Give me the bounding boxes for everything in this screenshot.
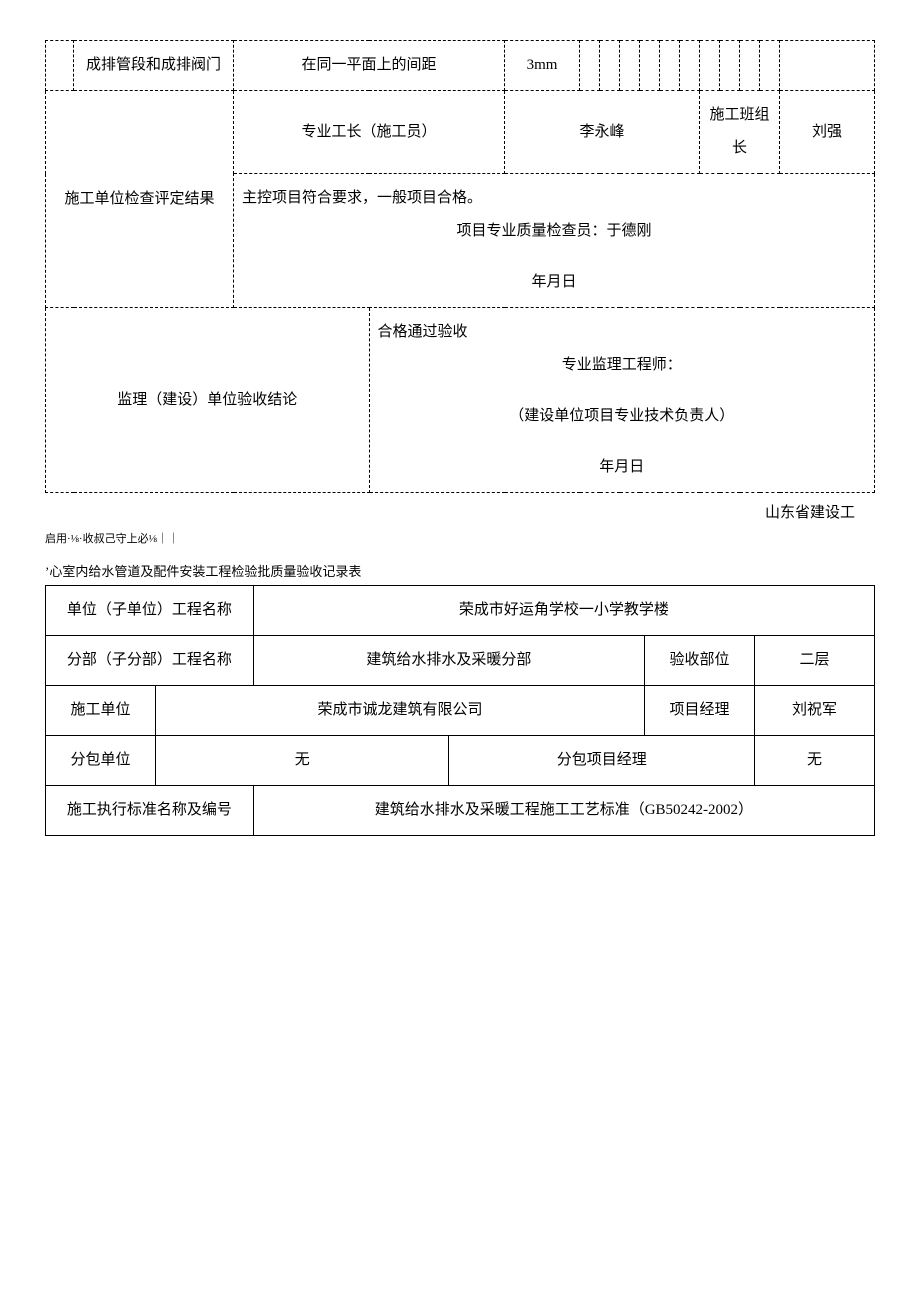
cell-unit-project-label: 单位（子单位）工程名称 [46, 586, 254, 636]
doc-title: ’心室内给水管道及配件安装工程检验批质量验收记录表 [45, 561, 875, 580]
cell-team-leader-name: 刘强 [780, 91, 875, 174]
cell-construction-unit-value: 荣成市诚龙建筑有限公司 [156, 686, 645, 736]
inspection-table-1: 成排管段和成排阀门 在同一平面上的间距 3mm 施工单位检查评定结果 专业工长（… [45, 40, 875, 493]
cell-unit-project-value: 荣成市好运角学校一小学教学楼 [253, 586, 874, 636]
cell-tick-10 [760, 41, 780, 91]
cell-foreman-name: 李永峰 [505, 91, 700, 174]
cell-tick-1 [580, 41, 600, 91]
table1-row1: 成排管段和成排阀门 在同一平面上的间距 3mm [46, 41, 875, 91]
sup-line1: 合格通过验收 [374, 316, 871, 349]
cell-pm-value: 刘祝军 [755, 686, 875, 736]
table2-row5: 施工执行标准名称及编号 建筑给水排水及采暖工程施工工艺标准（GB50242-20… [46, 786, 875, 836]
cell-tick-6 [680, 41, 700, 91]
sup-line4: 年月日 [374, 451, 871, 484]
cell-accept-part-label: 验收部位 [645, 636, 755, 686]
note-line3: 年月日 [238, 266, 870, 299]
cell-supervision-label: 监理（建设）单位验收结论 [46, 308, 370, 493]
cell-construction-unit-label: 施工单位 [46, 686, 156, 736]
table2-row4: 分包单位 无 分包项目经理 无 [46, 736, 875, 786]
cell-inspection-note: 主控项目符合要求，一般项目合格。 项目专业质量检查员：于德刚 年月日 [234, 174, 875, 308]
table2-row2: 分部（子分部）工程名称 建筑给水排水及采暖分部 验收部位 二层 [46, 636, 875, 686]
cell-tick-9 [740, 41, 760, 91]
cell-tick-5 [660, 41, 680, 91]
cell-foreman-label: 专业工长（施工员） [234, 91, 505, 174]
cell-sub-pm-label: 分包项目经理 [449, 736, 755, 786]
cell-tick-8 [720, 41, 740, 91]
cell-tick-7 [700, 41, 720, 91]
cell-pipe-section: 成排管段和成排阀门 [74, 41, 234, 91]
inspection-table-2: 单位（子单位）工程名称 荣成市好运角学校一小学教学楼 分部（子分部）工程名称 建… [45, 585, 875, 836]
cell-sub-project-label: 分部（子分部）工程名称 [46, 636, 254, 686]
small-note: 启用·⅛·收叔己守上必⅛｜｜ [45, 530, 875, 546]
table2-row3: 施工单位 荣成市诚龙建筑有限公司 项目经理 刘祝军 [46, 686, 875, 736]
cell-tick-4 [640, 41, 660, 91]
note-line1: 主控项目符合要求，一般项目合格。 [238, 182, 870, 215]
cell-tick-3 [620, 41, 640, 91]
cell-accept-part-value: 二层 [755, 636, 875, 686]
cell-pm-label: 项目经理 [645, 686, 755, 736]
cell-sub-pm-value: 无 [755, 736, 875, 786]
cell-supervision-content: 合格通过验收 专业监理工程师： （建设单位项目专业技术负责人） 年月日 [369, 308, 875, 493]
cell-inspection-result-label: 施工单位检查评定结果 [46, 91, 234, 308]
cell-subcontract-label: 分包单位 [46, 736, 156, 786]
cell-3mm: 3mm [505, 41, 580, 91]
table1-row2a: 施工单位检查评定结果 专业工长（施工员） 李永峰 施工班组长 刘强 [46, 91, 875, 174]
cell-team-leader-label: 施工班组长 [700, 91, 780, 174]
cell-standard-label: 施工执行标准名称及编号 [46, 786, 254, 836]
cell-result [780, 41, 875, 91]
note-line2: 项目专业质量检查员：于德刚 [238, 215, 870, 248]
cell-standard-value: 建筑给水排水及采暖工程施工工艺标准（GB50242-2002） [253, 786, 874, 836]
table2-row1: 单位（子单位）工程名称 荣成市好运角学校一小学教学楼 [46, 586, 875, 636]
cell-same-plane: 在同一平面上的间距 [234, 41, 505, 91]
table1-row3: 监理（建设）单位验收结论 合格通过验收 专业监理工程师： （建设单位项目专业技术… [46, 308, 875, 493]
cell-subcontract-value: 无 [156, 736, 449, 786]
cell-sub-project-value: 建筑给水排水及采暖分部 [253, 636, 644, 686]
sup-line2: 专业监理工程师： [374, 349, 871, 382]
cell-tick-2 [600, 41, 620, 91]
sup-line3: （建设单位项目专业技术负责人） [374, 400, 871, 433]
cell-empty-narrow [46, 41, 74, 91]
province-text: 山东省建设工 [45, 501, 875, 522]
